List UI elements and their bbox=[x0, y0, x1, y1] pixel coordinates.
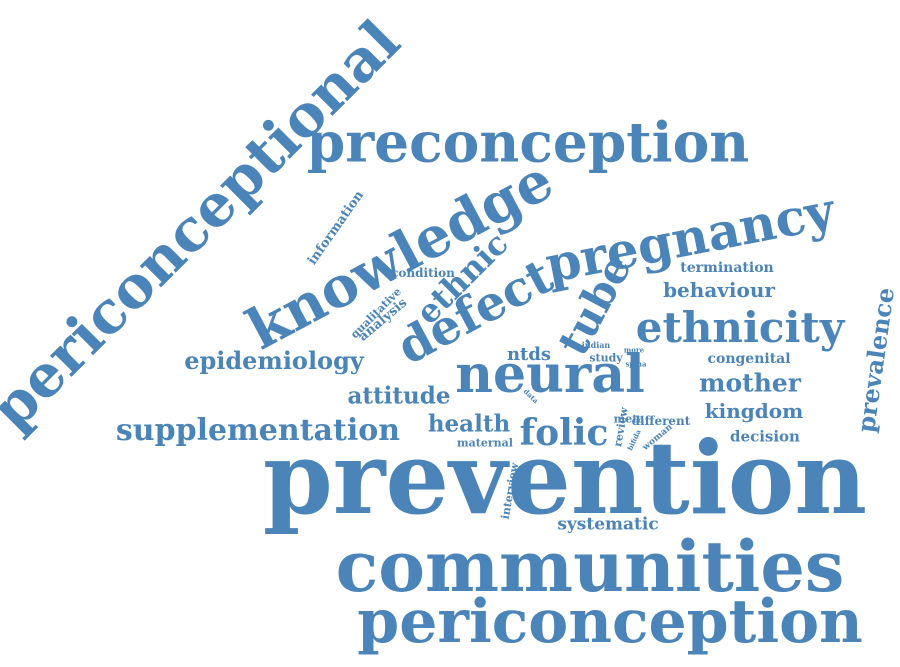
cloud-word-neural: neural bbox=[455, 344, 645, 405]
cloud-word-folic: folic bbox=[519, 412, 609, 454]
cloud-word-preconception: preconception bbox=[306, 109, 750, 175]
cloud-word-supplementation: supplementation bbox=[115, 413, 401, 448]
cloud-word-periconception: periconception bbox=[357, 587, 863, 657]
cloud-word-congenital: congenital bbox=[707, 351, 791, 367]
cloud-word-systematic: systematic bbox=[557, 514, 659, 535]
cloud-word-kingdom: kingdom bbox=[704, 399, 804, 423]
cloud-word-ethnicity: ethnicity bbox=[635, 303, 845, 352]
cloud-word-different: different bbox=[631, 414, 691, 428]
cloud-word-behaviour: behaviour bbox=[663, 278, 775, 302]
cloud-word-more: more bbox=[623, 345, 645, 355]
cloud-word-termination: termination bbox=[680, 260, 774, 276]
cloud-word-study: study bbox=[589, 351, 623, 365]
cloud-word-ntds: ntds bbox=[506, 344, 552, 365]
cloud-word-epidemiology: epidemiology bbox=[184, 346, 364, 375]
cloud-word-decision: decision bbox=[730, 427, 800, 446]
cloud-word-indian: indian bbox=[581, 340, 611, 350]
cloud-word-maternal: maternal bbox=[457, 436, 513, 450]
cloud-word-mother: mother bbox=[699, 368, 801, 398]
cloud-word-prevalence: prevalence bbox=[850, 285, 900, 435]
cloud-word-condition: condition bbox=[391, 266, 455, 280]
cloud-word-meta: meta bbox=[613, 412, 645, 426]
cloud-word-spina: spina bbox=[625, 359, 647, 369]
cloud-word-attitude: attitude bbox=[347, 382, 451, 410]
cloud-word-health: health bbox=[427, 410, 511, 438]
cloud-word-periconceptional: periconceptional bbox=[0, 7, 413, 443]
cloud-word-communities: communities bbox=[335, 525, 845, 608]
cloud-word-prevention: prevention bbox=[262, 419, 868, 537]
